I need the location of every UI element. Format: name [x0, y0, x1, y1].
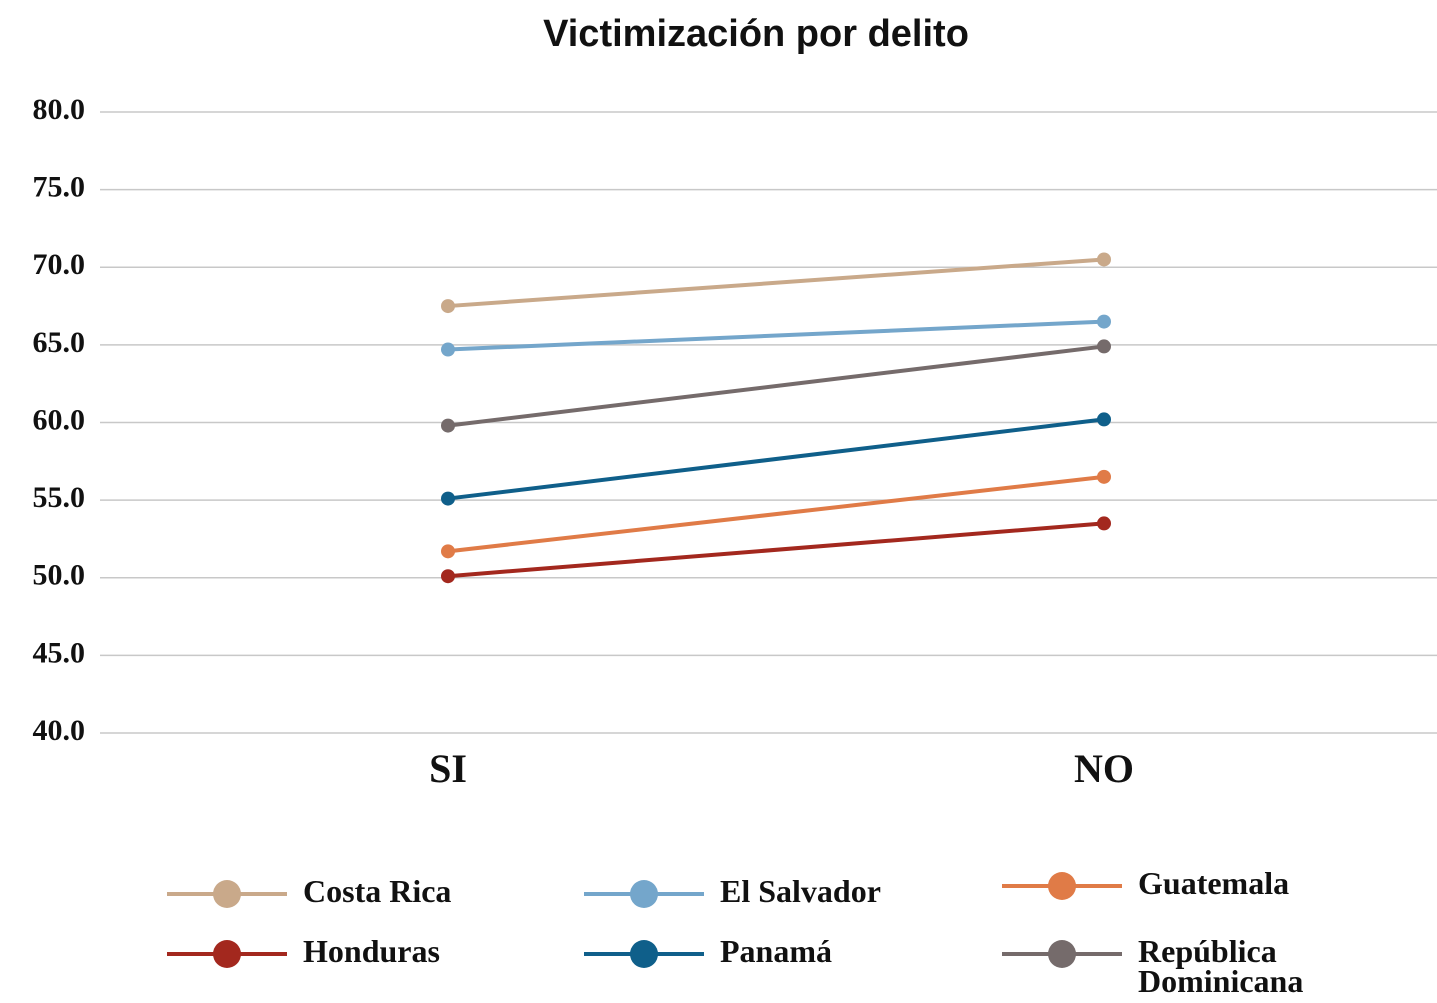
point: [441, 418, 455, 433]
y-tick-label: 70.0: [33, 248, 86, 281]
series-line: [447, 521, 1105, 579]
y-tick-label: 75.0: [33, 171, 86, 204]
legend-label: Costa Rica: [303, 873, 452, 909]
x-tick-label: SI: [429, 746, 467, 791]
legend-swatch: [584, 880, 704, 908]
legend-label: República Dominicana: [1138, 933, 1304, 999]
chart: Victimización por delito 40.0 45.0 50.0 55.…: [33, 13, 1437, 791]
legend-label: Guatemala: [1138, 865, 1290, 901]
legend-swatch: [584, 940, 704, 968]
y-tick-label: 40.0: [33, 714, 86, 747]
y-tick-label: 80.0: [33, 93, 86, 126]
legend-item: Guatemala: [1000, 865, 1338, 904]
point: [441, 342, 455, 357]
point: [441, 544, 455, 559]
y-tick-label: 65.0: [33, 326, 86, 359]
legend-dot: [630, 880, 658, 908]
legend-item: Costa Rica: [165, 873, 503, 912]
point: [1097, 339, 1111, 354]
y-tick-label: 50.0: [33, 559, 86, 592]
point: [441, 569, 455, 584]
point: [1097, 469, 1111, 484]
series-line: [447, 319, 1105, 352]
point: [1097, 252, 1111, 267]
legend-swatch: [167, 940, 287, 968]
legend-swatch: [1002, 872, 1122, 900]
series-line: [447, 417, 1105, 501]
y-tick-label: 60.0: [33, 403, 86, 436]
legend-label: El Salvador: [720, 873, 881, 909]
point: [1097, 412, 1111, 427]
legend-label: Panamá: [720, 933, 832, 969]
legend-dot: [1048, 872, 1076, 900]
legend-dot: [630, 940, 658, 968]
point: [441, 491, 455, 506]
series-line: [447, 474, 1105, 554]
series-line: [447, 257, 1105, 309]
point: [441, 299, 455, 314]
legend-item: El Salvador: [582, 873, 920, 912]
legend-dot: [213, 940, 241, 968]
x-tick-label: NO: [1074, 746, 1134, 791]
legend-swatch: [167, 880, 287, 908]
legend-swatch: [1002, 940, 1122, 968]
chart-title: Victimización por delito: [543, 13, 969, 55]
y-tick-label: 55.0: [33, 481, 86, 514]
y-tick-label: 45.0: [33, 636, 86, 669]
legend-dot: [213, 880, 241, 908]
legend-item: Honduras: [165, 933, 503, 972]
point: [1097, 516, 1111, 531]
series-line: [447, 344, 1105, 428]
legend-item: Panamá: [582, 933, 920, 972]
legend-dot: [1048, 940, 1076, 968]
point: [1097, 314, 1111, 329]
legend-label: Honduras: [303, 933, 440, 969]
legend-item: República Dominicana: [1000, 933, 1338, 999]
